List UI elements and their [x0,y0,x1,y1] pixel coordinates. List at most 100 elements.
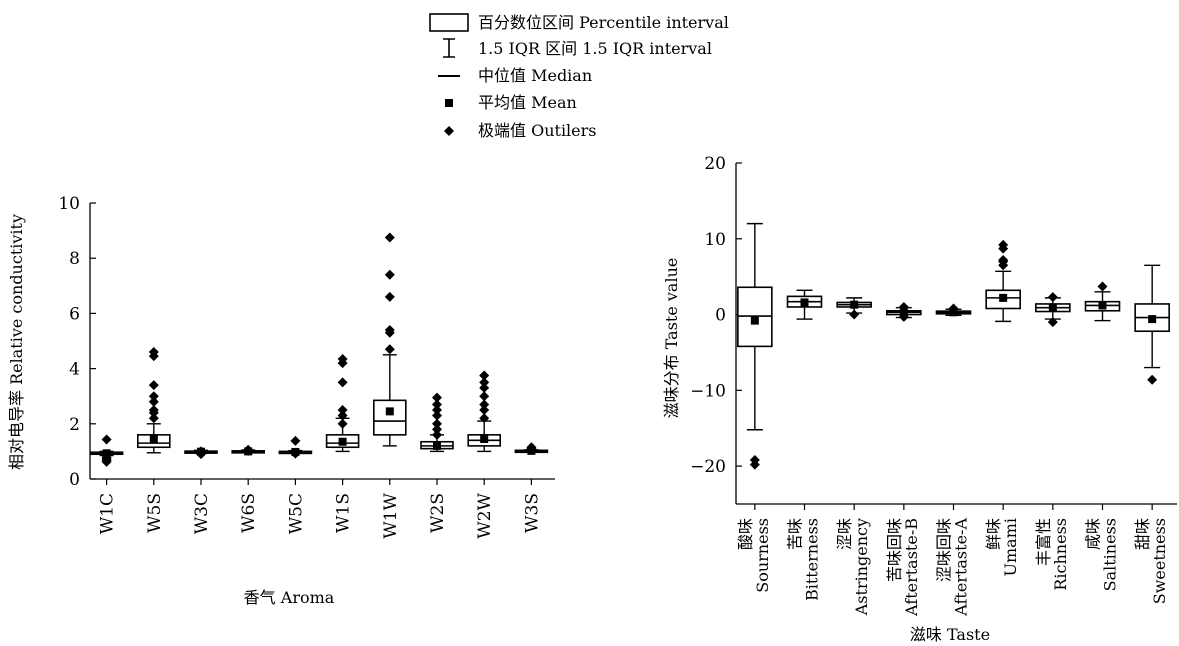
outlier-marker [1097,281,1108,292]
outlier-marker [148,391,159,402]
legend-label-whisker: 1.5 IQR 区间 1.5 IQR interval [478,39,712,58]
x-tick-label: W5C [286,493,306,534]
outlier-marker [384,344,395,355]
legend-item-whisker: 1.5 IQR 区间 1.5 IQR interval [443,38,712,58]
aroma-chart: 相对电导率 Relative conductivity 香气 Aroma 0 2 4… [7,194,555,607]
taste-chart: 滋味分布 Taste value 滋味 Taste −20 −10 0 10 20 酸味S… [662,154,1177,644]
y-tick-label: 10 [704,230,726,250]
outlier-marker [948,303,959,314]
legend-label-mean: 平均值 Mean [478,93,577,112]
aroma-x-axis-label: 香气 Aroma [244,588,335,607]
x-tick-label: W3C [192,493,212,534]
legend-mean-symbol [445,99,453,107]
outlier-marker [526,442,537,453]
x-tick-label: 鲜味Umami [984,518,1020,576]
legend-label-median: 中位值 Median [478,66,592,85]
y-tick-label: 0 [69,470,80,490]
y-tick-label: 0 [715,306,726,326]
x-tick-label: W6S [239,493,259,533]
legend-outlier-symbol [444,126,454,136]
outlier-marker [479,399,490,410]
x-tick-label: W5S [145,493,165,533]
x-tick-label: 甜味Sweetness [1133,518,1169,604]
legend-whisker-symbol [443,38,455,58]
outlier-marker [479,391,490,402]
y-tick-label: 2 [69,415,80,435]
outlier-marker [1047,292,1058,303]
outlier-marker [148,405,159,415]
mean-marker [999,293,1008,302]
outlier-marker [479,377,490,388]
outlier-marker [432,399,442,410]
x-tick-label: 苦味Bitterness [786,518,822,601]
mean-marker [1148,315,1157,324]
outlier-marker [432,405,442,415]
outlier-marker [148,347,159,358]
box-rect [372,399,407,436]
x-tick-label: 涩味回味Aftertaste-A [935,518,971,617]
outlier-marker [849,309,860,320]
x-tick-label: W2S [428,493,448,533]
outlier-marker [479,370,490,381]
outlier-marker [998,254,1009,265]
y-tick-label: −10 [690,381,726,401]
x-tick-label: 苦味回味Aftertaste-B [885,518,921,617]
outlier-marker [1047,317,1058,328]
aroma-y-axis-label: 相对电导率 Relative conductivity [7,214,26,470]
outlier-marker [479,413,490,424]
outlier-marker [337,353,348,364]
legend-label-outlier: 极端值 Outilers [478,121,597,140]
x-tick-label: 咸味Saltiness [1084,518,1120,591]
y-tick-label: 6 [69,304,80,324]
outlier-marker [243,444,254,455]
outlier-marker [479,405,490,415]
outlier-marker [479,382,490,393]
outlier-marker [1147,374,1158,385]
legend-box-symbol [429,13,469,32]
outlier-marker [432,392,442,403]
outlier-marker [337,418,348,429]
outlier-marker [337,377,348,388]
taste-x-axis-label: 滋味 Taste [910,625,990,644]
taste-plot-area: −20 −10 0 10 20 酸味Sourness 苦味Bitterness 涩味Astri… [690,154,1177,617]
x-tick-label: W1W [381,492,401,538]
outlier-marker [384,291,395,302]
mean-marker [385,407,394,416]
mean-marker [1048,303,1057,312]
taste-y-axis-label: 滋味分布 Taste value [662,258,681,419]
mean-marker [338,437,347,446]
y-tick-label: 10 [58,194,80,214]
x-tick-label: W2W [475,492,495,538]
outlier-marker [290,435,301,446]
legend: 百分数位区间 Percentile interval 1.5 IQR 区间 1.… [429,13,729,140]
aroma-plot-area: 0 2 4 6 8 10 W1C W5S W3C W6S W5C W1S W1W W2S W2W W3S [58,194,555,539]
y-tick-label: −20 [690,457,726,477]
outlier-marker [101,434,112,445]
y-tick-label: 20 [704,154,726,174]
mean-marker [433,441,441,450]
outlier-marker [898,311,909,322]
outlier-marker [337,410,348,421]
outlier-marker [749,459,760,470]
y-tick-label: 8 [69,249,80,269]
mean-marker [800,298,809,307]
mean-marker [750,316,759,325]
legend-item-median: 中位值 Median [438,66,592,85]
outlier-marker [148,380,159,391]
outlier-marker [432,424,442,435]
outlier-marker [148,413,159,424]
x-tick-label: W3S [522,493,542,533]
outlier-marker [384,269,395,280]
legend-label-percentile: 百分数位区间 Percentile interval [478,13,729,32]
legend-item-mean: 平均值 Mean [445,93,577,112]
outlier-marker [432,418,442,429]
outlier-marker [384,232,395,243]
outlier-marker [337,405,348,415]
mean-marker [149,434,158,443]
mean-marker [1098,301,1107,310]
mean-marker [480,434,489,443]
outlier-marker [101,452,112,463]
x-tick-label: 丰富性Richness [1034,518,1070,591]
outlier-marker [384,324,395,335]
